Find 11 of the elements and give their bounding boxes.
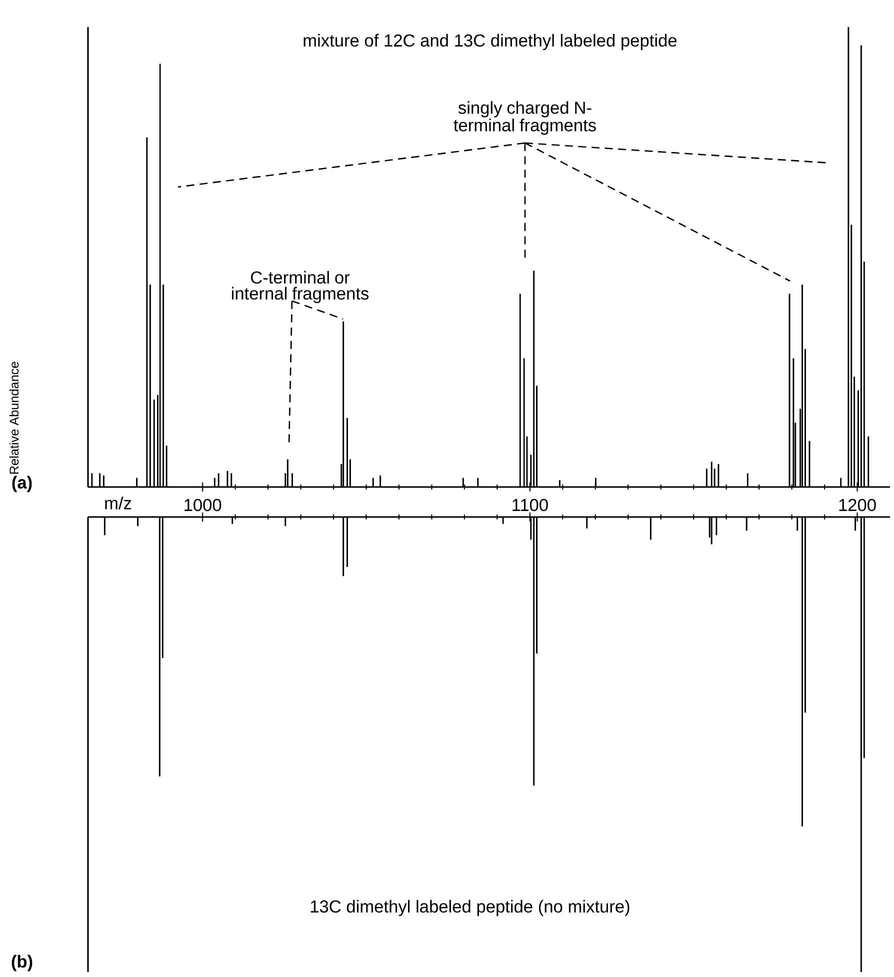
text: 13C dimethyl labeled peptide (no mixture) xyxy=(310,900,630,916)
x-tick-label: 1000 xyxy=(184,498,222,512)
x-tick-label: 1100 xyxy=(512,498,548,512)
chart-title: mixture of 12C and 13C dimethyl labeled peptide xyxy=(304,34,677,50)
annotation: C-terminal or internal fragments xyxy=(232,270,369,304)
y-axis-title: Relative Abundance xyxy=(9,362,19,474)
x-axis-title: m/z xyxy=(105,496,132,510)
x-tick-label: 1200 xyxy=(839,498,876,512)
annotation: singly charged N-terminal fragments xyxy=(454,101,596,135)
text: (b) xyxy=(12,954,32,972)
text: (a) xyxy=(12,476,32,492)
